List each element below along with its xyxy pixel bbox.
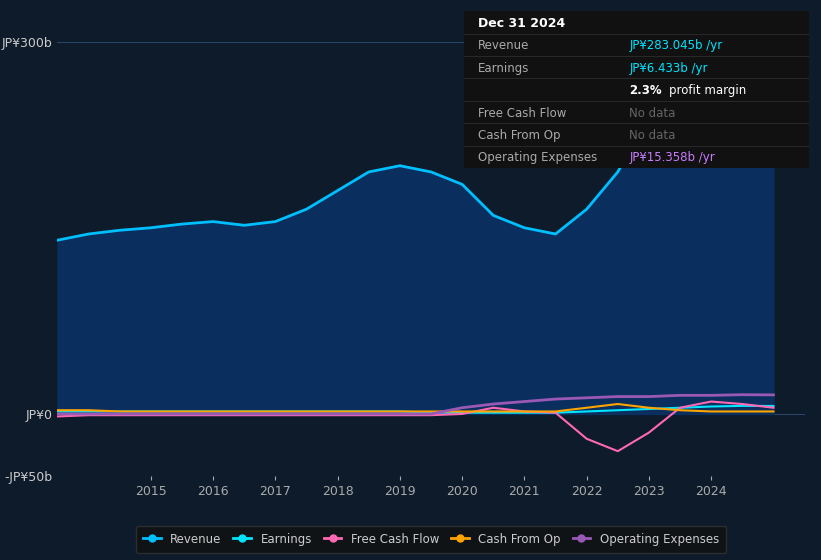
Text: JP¥6.433b /yr: JP¥6.433b /yr [630, 62, 708, 75]
Text: Operating Expenses: Operating Expenses [478, 151, 597, 165]
Text: Cash From Op: Cash From Op [478, 129, 560, 142]
Text: Dec 31 2024: Dec 31 2024 [478, 17, 565, 30]
Text: Free Cash Flow: Free Cash Flow [478, 106, 566, 120]
Legend: Revenue, Earnings, Free Cash Flow, Cash From Op, Operating Expenses: Revenue, Earnings, Free Cash Flow, Cash … [136, 526, 726, 553]
Text: No data: No data [630, 129, 676, 142]
Text: Revenue: Revenue [478, 39, 529, 53]
Text: JP¥283.045b /yr: JP¥283.045b /yr [630, 39, 722, 53]
Text: Earnings: Earnings [478, 62, 529, 75]
Text: No data: No data [630, 106, 676, 120]
Text: 2.3%: 2.3% [630, 84, 662, 97]
Text: profit margin: profit margin [669, 84, 746, 97]
Text: JP¥15.358b /yr: JP¥15.358b /yr [630, 151, 715, 165]
